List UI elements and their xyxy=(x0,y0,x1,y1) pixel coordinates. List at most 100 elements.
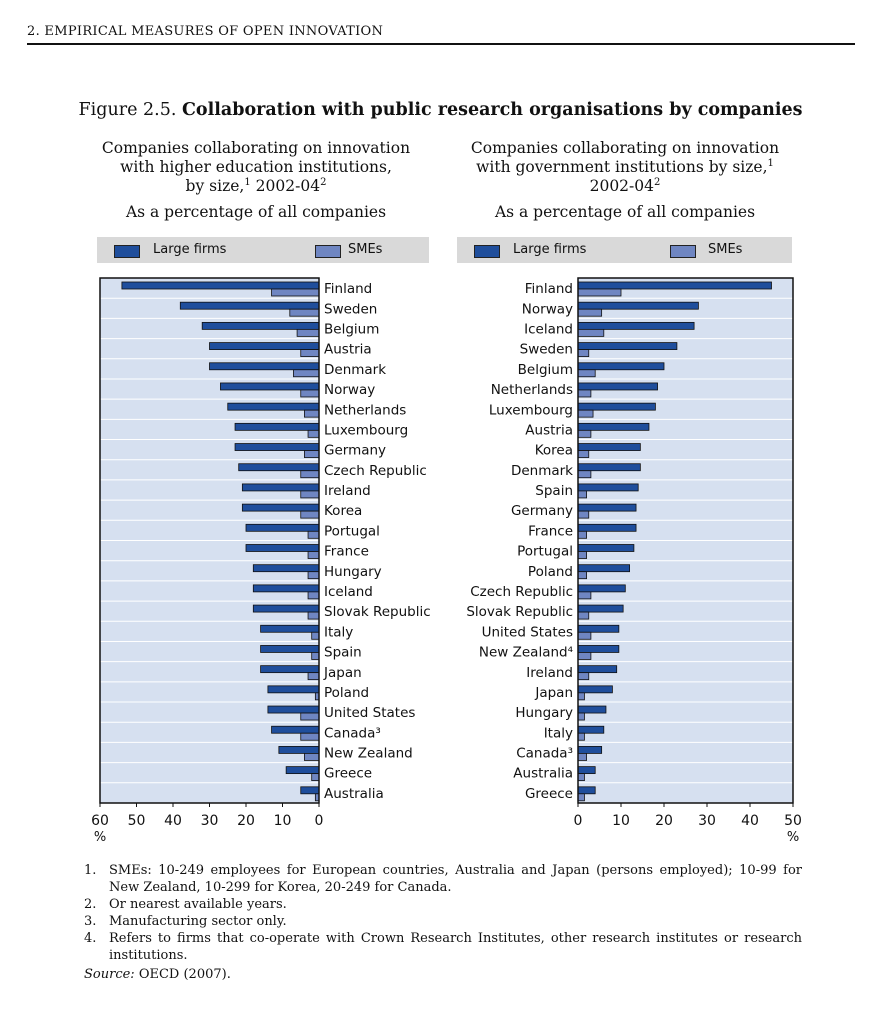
right-chart: Finland Norway Iceland Sweden Belgium Netherl… xyxy=(455,276,805,848)
plot-frame xyxy=(577,277,794,804)
category-label: Canada³ xyxy=(516,746,573,762)
bar-large-firms xyxy=(278,746,320,754)
category-label: Belgium xyxy=(518,362,573,378)
bar-smes xyxy=(307,672,320,681)
left-title-line3: by size,1 2002-042 xyxy=(185,176,327,195)
bar-large-firms xyxy=(577,422,650,431)
x-tick-label: 60 xyxy=(91,813,109,829)
category-label: Slovak Republic xyxy=(324,604,431,620)
bar-smes xyxy=(577,672,590,681)
category-label: Hungary xyxy=(515,705,573,721)
category-label: Netherlands xyxy=(324,402,406,418)
legend-sme-swatch xyxy=(315,245,341,258)
bar-large-firms xyxy=(577,301,699,310)
category-label: Czech Republic xyxy=(324,463,427,479)
category-label: France xyxy=(528,523,573,539)
x-tick-label: 20 xyxy=(237,813,255,829)
category-label: Netherlands xyxy=(491,382,573,398)
category-label: Poland xyxy=(528,564,573,580)
bar-large-firms xyxy=(220,382,320,391)
bar-large-firms xyxy=(121,281,320,290)
category-label: Finland xyxy=(324,281,372,297)
legend-large-swatch xyxy=(114,245,140,258)
bar-smes xyxy=(577,591,592,600)
bar-smes xyxy=(577,450,590,458)
figure-title: Figure 2.5. Collaboration with public re… xyxy=(0,100,881,120)
footnote-3: 3. Manufacturing sector only. xyxy=(84,914,287,929)
legend-sme-label: SMEs xyxy=(348,242,383,257)
bar-smes xyxy=(577,409,594,418)
category-label: Luxembourg xyxy=(324,422,408,438)
bar-large-firms xyxy=(577,544,635,552)
bar-large-firms xyxy=(238,463,320,472)
category-label: Iceland xyxy=(524,321,573,337)
bar-smes xyxy=(577,308,603,317)
bar-large-firms xyxy=(577,382,658,391)
bar-large-firms xyxy=(260,665,320,674)
bar-smes xyxy=(577,652,592,660)
x-unit-label: % xyxy=(787,830,799,845)
category-label: Finland xyxy=(525,281,573,297)
bar-large-firms xyxy=(300,786,320,795)
category-label: New Zealand⁴ xyxy=(479,645,573,661)
x-tick-label: 50 xyxy=(784,813,802,829)
bar-smes xyxy=(577,712,585,721)
bar-smes xyxy=(300,389,320,398)
bar-smes xyxy=(300,732,320,741)
bar-large-firms xyxy=(252,584,320,593)
bar-large-firms xyxy=(577,584,626,593)
bar-smes xyxy=(289,308,320,317)
bar-smes xyxy=(271,288,320,297)
bar-smes xyxy=(307,611,320,620)
legend-sme-swatch xyxy=(670,245,696,258)
x-tick-label: 50 xyxy=(128,813,146,829)
bar-smes xyxy=(577,288,622,297)
footnotes: 1. SMEs: 10-249 employees for European co… xyxy=(84,862,802,983)
right-title-line1: Companies collaborating on innovation xyxy=(470,139,780,157)
category-label: Japan xyxy=(534,685,573,701)
bar-smes xyxy=(311,631,320,640)
category-label: Italy xyxy=(544,725,573,741)
footnote-1: 1. SMEs: 10-249 employees for European co… xyxy=(84,863,802,895)
category-label: Denmark xyxy=(324,362,386,378)
bar-large-firms xyxy=(209,362,320,371)
bar-large-firms xyxy=(260,645,320,653)
category-label: Korea xyxy=(535,443,573,459)
bar-large-firms xyxy=(577,786,596,795)
category-label: Portugal xyxy=(324,523,380,539)
bar-large-firms xyxy=(577,443,641,451)
bar-smes xyxy=(307,571,320,580)
bar-large-firms xyxy=(227,402,320,411)
x-tick-label: 30 xyxy=(201,813,219,829)
category-label: Austria xyxy=(525,422,573,438)
category-label: Australia xyxy=(513,766,573,782)
bar-smes xyxy=(296,328,320,337)
bar-large-firms xyxy=(577,685,613,694)
category-label: Spain xyxy=(324,645,362,661)
bar-large-firms xyxy=(245,544,320,552)
bar-large-firms xyxy=(285,766,320,775)
category-label: Belgium xyxy=(324,321,379,337)
bar-large-firms xyxy=(577,564,630,573)
bar-large-firms xyxy=(577,746,603,754)
bar-smes xyxy=(577,793,585,802)
footnote-2: 2. Or nearest available years. xyxy=(84,897,287,912)
category-label: United States xyxy=(482,624,573,640)
bar-large-firms xyxy=(201,321,320,330)
x-tick-label: 10 xyxy=(274,813,292,829)
bar-large-firms xyxy=(209,342,320,350)
left-title-line2: with higher education institutions, xyxy=(120,158,392,176)
right-chart-svg: Finland Norway Iceland Sweden Belgium Netherl… xyxy=(466,277,802,845)
left-panel-title: Companies collaborating on innovation wi… xyxy=(66,139,446,222)
bar-smes xyxy=(300,470,320,479)
category-label: Luxembourg xyxy=(489,402,573,418)
bar-smes xyxy=(300,712,320,721)
category-label: Norway xyxy=(522,301,573,317)
bar-smes xyxy=(577,349,590,357)
left-chart-svg: Finland Sweden Belgium Austria Denmark Norway… xyxy=(91,277,431,845)
bar-smes xyxy=(577,732,585,741)
category-label: Austria xyxy=(324,342,372,358)
category-label: Australia xyxy=(324,786,384,802)
bar-smes xyxy=(307,591,320,600)
category-label: France xyxy=(324,544,369,560)
